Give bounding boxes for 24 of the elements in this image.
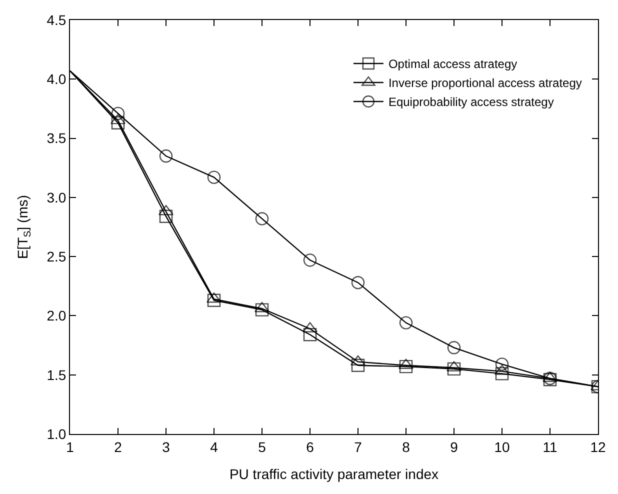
y-tick-label: 3.5 [46,130,66,146]
legend-label: Inverse proportional access atrategy [388,76,582,90]
x-tick-label: 2 [114,438,122,455]
x-tick-label: 1 [66,438,74,455]
x-tick-label: 11 [542,438,558,455]
legend-label: Equiprobability access strategy [388,95,554,110]
y-tick-label: 4.5 [46,12,66,28]
y-tick-label: 3.0 [46,189,66,206]
y-tick-label: 4.0 [46,71,66,88]
x-tick-label: 7 [354,438,362,455]
x-tick-label: 9 [450,438,458,455]
x-tick-label: 4 [210,438,218,455]
x-tick-label: 12 [590,438,606,455]
y-tick-label: 1.0 [46,426,66,442]
y-tick-label: 1.5 [46,366,66,383]
x-tick-label: 3 [162,438,170,455]
x-tick-label: 10 [494,438,510,455]
x-axis-title: PU traffic activity parameter index [229,466,439,482]
x-tick-label: 8 [402,438,410,455]
y-tick-label: 2.5 [46,248,66,264]
x-tick-label: 6 [306,438,314,455]
x-tick-label: 5 [258,438,266,455]
legend-label: Optimal access atrategy [388,57,518,72]
y-tick-label: 2.0 [46,308,66,324]
